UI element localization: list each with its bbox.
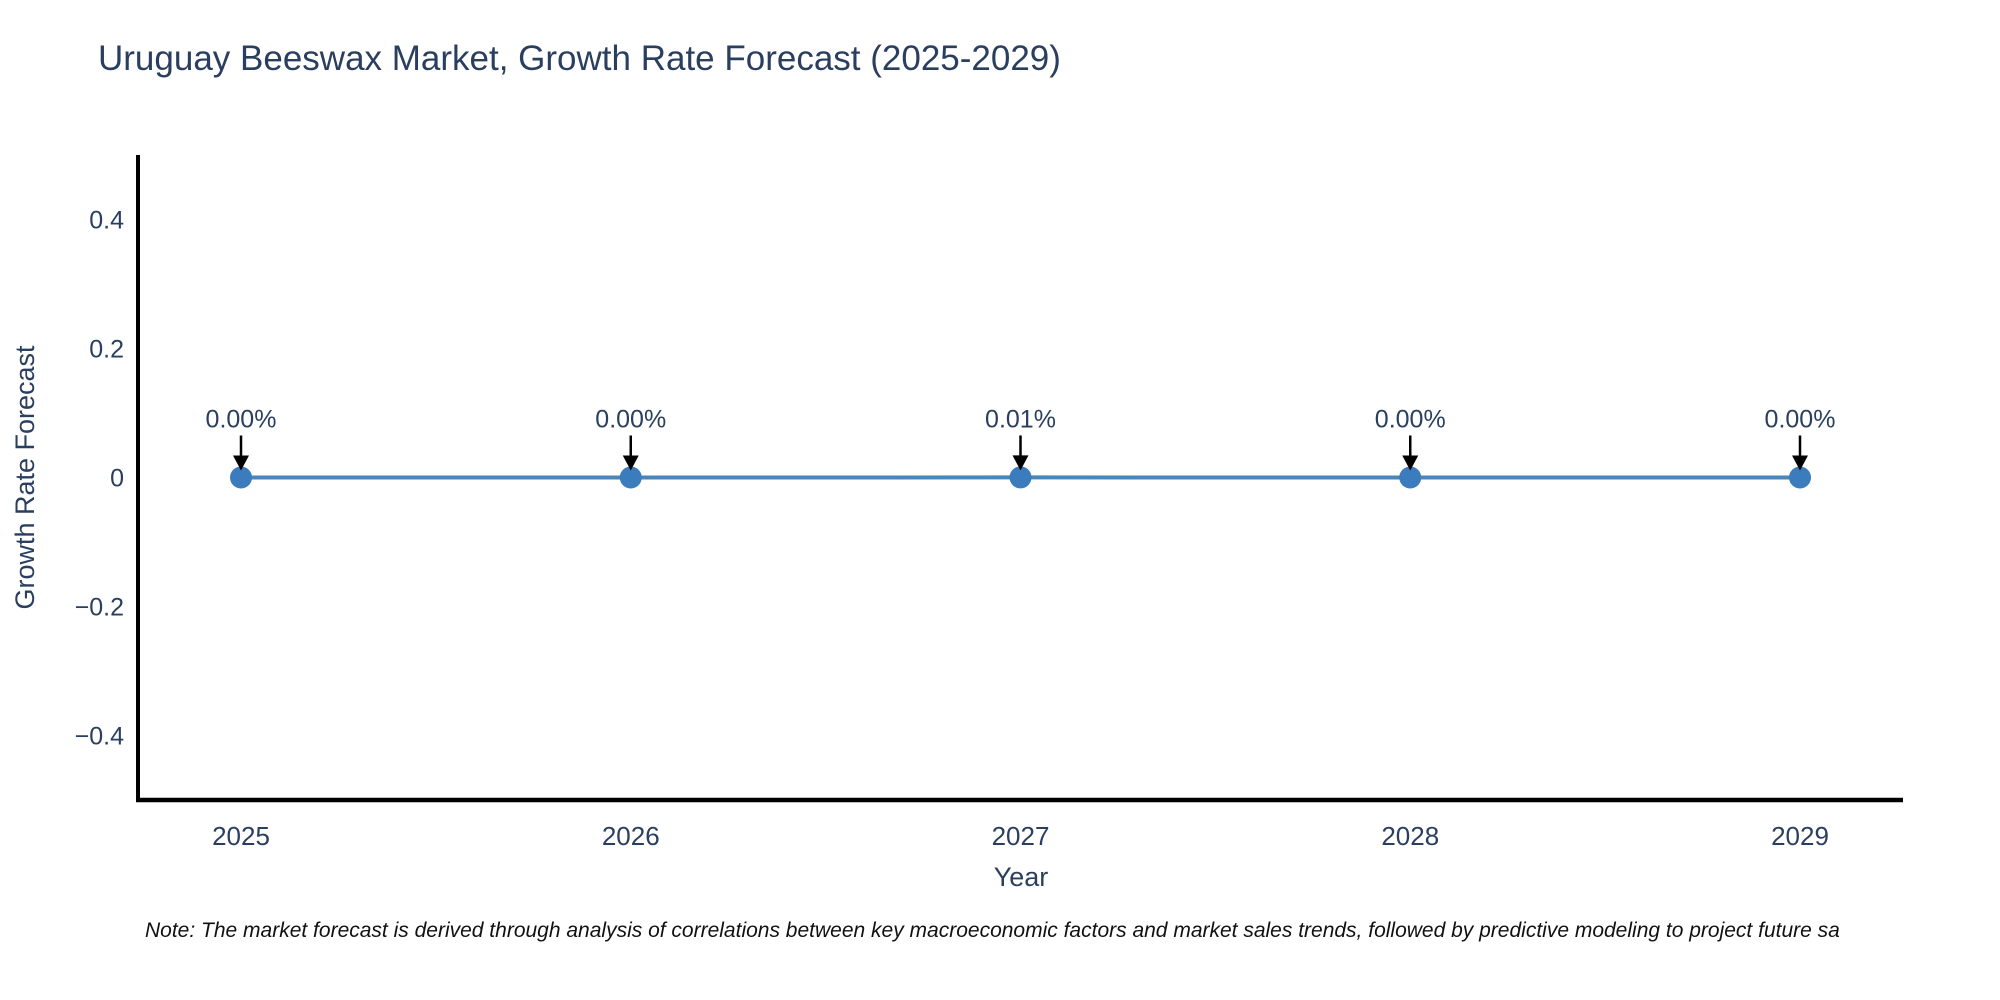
- annotation-label: 0.01%: [985, 405, 1056, 433]
- y-tick-label: −0.2: [75, 594, 124, 622]
- annotation-arrowhead: [1402, 455, 1419, 471]
- annotation-label: 0.00%: [1765, 406, 1836, 434]
- annotation-label: 0.00%: [206, 406, 277, 434]
- y-tick-label: 0.4: [89, 207, 124, 235]
- y-tick-label: 0: [110, 465, 124, 493]
- annotation-arrowhead: [1792, 455, 1808, 471]
- x-tick-label: 2025: [212, 821, 270, 851]
- x-axis-title: Year: [994, 862, 1049, 892]
- annotation-arrowhead: [622, 455, 639, 471]
- annotation-label: 0.00%: [595, 406, 666, 434]
- annotation-arrowhead: [1012, 455, 1029, 471]
- y-tick-label: −0.4: [75, 723, 124, 751]
- y-tick-label: 0.2: [89, 336, 124, 364]
- x-tick-label: 2027: [992, 821, 1050, 851]
- chart-title: Uruguay Beeswax Market, Growth Rate Fore…: [98, 39, 1061, 78]
- growth-rate-line-chart: 0.4 0.2 0 −0.2 −0.4 2025 2026 2027 2028 2029 Growt…: [10, 155, 1903, 892]
- data-point: [1789, 466, 1811, 489]
- footnote-text: Note: The market forecast is derived thr…: [145, 919, 1840, 942]
- data-point: [230, 466, 252, 489]
- annotation-arrowhead: [233, 455, 249, 471]
- data-point: [619, 466, 642, 489]
- data-point: [1399, 466, 1422, 489]
- y-axis-title: Growth Rate Forecast: [10, 345, 40, 610]
- data-point: [1009, 466, 1032, 489]
- x-tick-label: 2029: [1771, 821, 1829, 851]
- x-tick-label: 2028: [1381, 821, 1439, 851]
- x-tick-label: 2026: [602, 821, 660, 851]
- annotation-label: 0.00%: [1375, 406, 1446, 434]
